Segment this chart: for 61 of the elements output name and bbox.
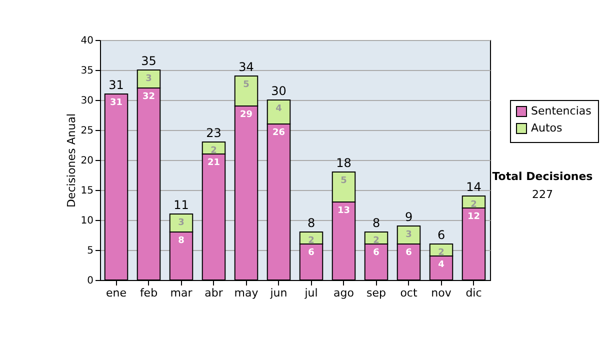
- data-label: 6: [373, 248, 380, 258]
- total-label: 34: [238, 60, 254, 74]
- legend-label: Sentencias: [531, 104, 592, 118]
- y-tick-label: 40: [80, 36, 94, 46]
- x-tick-label: feb: [140, 286, 158, 300]
- data-label: 12: [467, 212, 480, 222]
- data-label: 5: [340, 176, 347, 186]
- x-tick-label: ago: [334, 286, 354, 300]
- text: Total Decisiones: [491, 170, 594, 183]
- total-label: 30: [271, 84, 286, 98]
- data-label: 6: [308, 248, 314, 258]
- y-tick-label: 30: [80, 96, 94, 106]
- data-label: 13: [337, 206, 350, 216]
- data-label: 2: [470, 200, 477, 210]
- total-label: 14: [466, 180, 482, 194]
- y-tick-label: 25: [80, 126, 94, 136]
- data-label: 3: [406, 230, 412, 240]
- data-label: 29: [240, 110, 253, 120]
- y-tick-label: 5: [87, 246, 94, 256]
- data-label: 6: [406, 248, 412, 258]
- y-tick-label: 10: [80, 216, 94, 226]
- data-label: 2: [373, 236, 380, 246]
- x-tick-label: dic: [466, 286, 482, 300]
- x-tick-label: oct: [400, 286, 418, 300]
- x-tick-label: may: [234, 286, 259, 300]
- data-label: 2: [438, 248, 444, 258]
- total-label: 31: [108, 78, 124, 92]
- total-label: 9: [404, 210, 413, 224]
- x-tick-label: jun: [269, 286, 288, 300]
- y-tick-label: 0: [87, 276, 94, 286]
- y-axis-title: Decisiones Anual: [64, 113, 78, 208]
- total-label: 11: [174, 198, 189, 212]
- data-label: 2: [308, 236, 314, 246]
- total-label: 8: [372, 216, 380, 230]
- x-tick-label: jul: [304, 286, 318, 300]
- text: 227: [531, 188, 554, 201]
- total-label: 18: [336, 156, 352, 170]
- total-label: 6: [437, 228, 446, 242]
- total-label: 35: [141, 54, 156, 68]
- x-tick-label: abr: [204, 286, 224, 300]
- x-tick-label: mar: [170, 286, 193, 300]
- data-label: 8: [178, 236, 184, 246]
- x-tick-label: ene: [106, 286, 127, 300]
- data-label: 26: [272, 128, 286, 138]
- y-tick-label: 15: [80, 186, 94, 196]
- data-label: 4: [276, 104, 282, 114]
- data-label: 32: [142, 92, 156, 102]
- x-tick-label: nov: [431, 286, 452, 300]
- y-tick-label: 20: [80, 156, 94, 166]
- total-label: 23: [206, 126, 222, 140]
- data-label: 5: [243, 80, 250, 90]
- data-label: 3: [146, 74, 152, 84]
- data-label: 2: [210, 146, 217, 156]
- y-tick-label: 35: [80, 66, 94, 76]
- data-label: 3: [178, 218, 184, 228]
- x-tick-label: sep: [366, 286, 386, 300]
- data-label: 31: [110, 98, 123, 108]
- data-label: 4: [438, 260, 444, 270]
- data-label: 21: [207, 158, 220, 168]
- legend-label: Autos: [531, 122, 563, 134]
- total-label: 8: [307, 216, 316, 230]
